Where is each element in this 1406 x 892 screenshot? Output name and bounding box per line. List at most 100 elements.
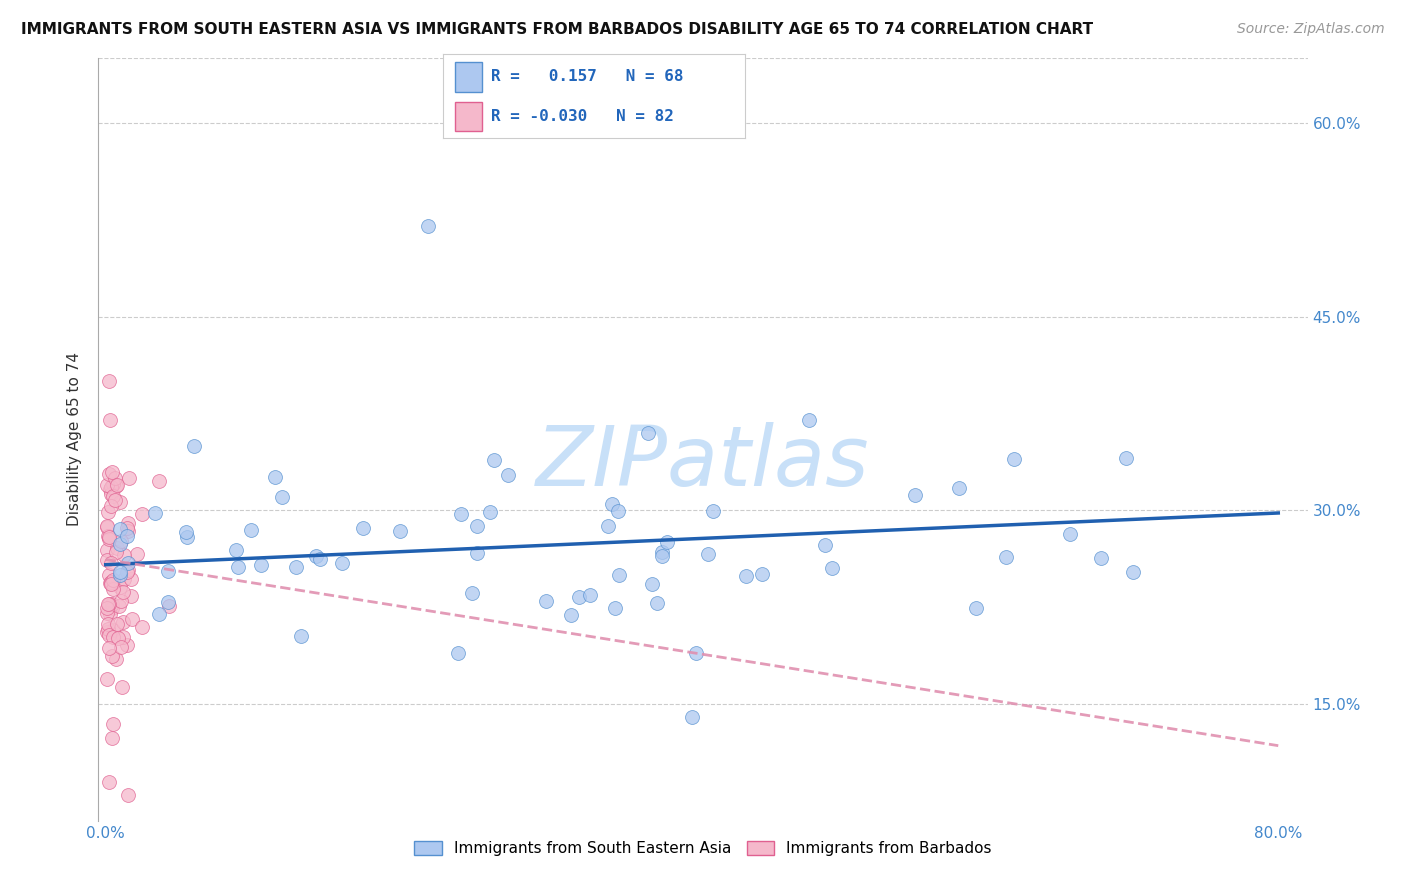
Point: [108, 599, 131, 613]
Point: [96, 477, 118, 491]
Point: [120, 572, 142, 586]
Point: [702, 504, 724, 518]
Point: [101, 648, 124, 663]
Point: [108, 495, 131, 509]
Point: [681, 710, 703, 724]
Point: [96, 520, 118, 534]
Point: [606, 504, 628, 518]
Point: [97, 622, 120, 636]
Point: [270, 491, 292, 505]
Point: [110, 533, 132, 548]
Text: ZIPatlas: ZIPatlas: [536, 422, 870, 503]
Point: [101, 624, 124, 638]
Point: [108, 580, 131, 594]
Point: [176, 525, 198, 540]
Point: [560, 607, 582, 622]
Point: [105, 479, 128, 493]
Point: [264, 470, 287, 484]
Point: [117, 516, 139, 531]
Text: R = -0.030   N = 82: R = -0.030 N = 82: [491, 109, 673, 124]
Point: [98, 482, 121, 496]
Point: [478, 505, 501, 519]
Point: [96, 543, 118, 558]
Point: [101, 716, 124, 731]
Point: [651, 544, 673, 558]
Point: [388, 524, 411, 538]
Point: [110, 565, 132, 579]
Point: [305, 549, 328, 563]
Point: [120, 589, 142, 603]
Point: [100, 480, 122, 494]
Point: [645, 596, 668, 610]
Point: [821, 561, 844, 575]
Point: [226, 560, 249, 574]
Point: [751, 567, 773, 582]
Point: [596, 519, 619, 533]
Point: [100, 487, 122, 501]
Point: [112, 584, 135, 599]
Point: [110, 522, 132, 536]
Bar: [456, 102, 482, 131]
Point: [225, 542, 247, 557]
Point: [965, 600, 987, 615]
Point: [100, 576, 122, 591]
Point: [110, 537, 132, 551]
Point: [637, 425, 659, 440]
Text: Source: ZipAtlas.com: Source: ZipAtlas.com: [1237, 22, 1385, 37]
Point: [100, 556, 122, 570]
Text: IMMIGRANTS FROM SOUTH EASTERN ASIA VS IMMIGRANTS FROM BARBADOS DISABILITY AGE 65: IMMIGRANTS FROM SOUTH EASTERN ASIA VS IM…: [21, 22, 1094, 37]
Point: [115, 528, 138, 542]
Point: [101, 582, 124, 596]
Point: [97, 467, 120, 481]
Point: [97, 617, 120, 632]
Point: [285, 560, 308, 574]
Point: [96, 553, 118, 567]
Point: [450, 507, 472, 521]
Point: [641, 576, 664, 591]
Point: [995, 550, 1018, 565]
Point: [117, 788, 139, 802]
Point: [446, 646, 468, 660]
Point: [97, 529, 120, 543]
Point: [98, 628, 121, 642]
Point: [418, 219, 440, 233]
Point: [799, 413, 821, 427]
Point: [101, 630, 124, 644]
Point: [352, 521, 374, 535]
Point: [1004, 451, 1026, 466]
Point: [290, 630, 312, 644]
Point: [250, 558, 273, 572]
Point: [157, 599, 180, 613]
Point: [904, 488, 927, 502]
Point: [308, 551, 330, 566]
Point: [1090, 550, 1112, 565]
Point: [1115, 451, 1137, 466]
Point: [465, 519, 488, 533]
Point: [104, 652, 127, 666]
Point: [948, 481, 970, 495]
Point: [115, 638, 138, 652]
Point: [117, 524, 139, 538]
Point: [111, 680, 134, 694]
Point: [498, 467, 520, 482]
Point: [98, 597, 121, 611]
Point: [100, 465, 122, 479]
Point: [105, 617, 128, 632]
Point: [121, 612, 143, 626]
Point: [100, 499, 122, 513]
Point: [735, 569, 758, 583]
Point: [96, 672, 118, 686]
Point: [105, 541, 128, 555]
Point: [183, 439, 205, 453]
Point: [111, 630, 134, 644]
Point: [107, 477, 129, 491]
Point: [605, 600, 627, 615]
Point: [536, 593, 558, 607]
Point: [101, 489, 124, 503]
Point: [101, 597, 124, 611]
Point: [461, 586, 484, 600]
Point: [98, 576, 121, 591]
Point: [112, 615, 135, 630]
Text: R =   0.157   N = 68: R = 0.157 N = 68: [491, 70, 683, 85]
Point: [104, 493, 127, 508]
